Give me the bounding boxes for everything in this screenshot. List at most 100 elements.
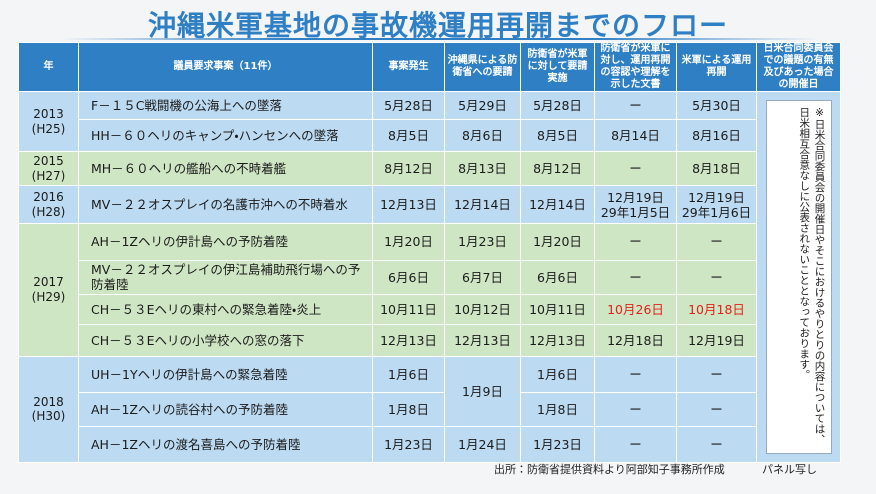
resumed: ー xyxy=(676,426,757,463)
okinawa-request: 1月9日 xyxy=(444,355,521,427)
era: (H29) xyxy=(31,289,66,304)
row: AH－1Zヘリの渡名喜島への予防着陸 1月23日 1月24日 1月23日 ー ー xyxy=(18,426,841,463)
note-cell: ※日米合同委員会の開催日やそこにおけるやりとりの内容については、日米相互合意なし… xyxy=(756,91,841,463)
okinawa-request: 8月13日 xyxy=(444,151,521,186)
era: (H30) xyxy=(31,409,66,424)
flow-table: 年 議員要求事案（11件） 事案発生 沖縄県による防衛省への要請 防衛省が米軍に… xyxy=(18,42,841,463)
header-row: 年 議員要求事案（11件） 事案発生 沖縄県による防衛省への要請 防衛省が米軍に… xyxy=(18,42,841,92)
mod-request: 6月6日 xyxy=(520,259,595,295)
row: 2018 (H30) UH－1Yヘリの伊計島への緊急着陸 1月6日 1月9日 1月… xyxy=(18,355,841,463)
document: ー xyxy=(594,223,677,261)
year-cell: 2015 (H27) xyxy=(18,151,79,186)
title: 沖縄米軍基地の事故機運用再開までのフロー xyxy=(147,9,728,42)
event: UH－1Yヘリの伊計島への緊急着陸 xyxy=(78,355,373,393)
resumed: 10月18日 xyxy=(676,293,757,325)
okinawa-request: 1月23日 xyxy=(444,223,521,261)
mod-request: 1月6日 xyxy=(520,355,595,393)
document: 12月19日 29年1月5日 xyxy=(594,185,677,224)
mod-request: 1月20日 xyxy=(520,223,595,261)
resumed: ー xyxy=(676,223,757,261)
era: (H27) xyxy=(31,168,66,183)
header-cell: 防衛省が米軍に対し、運用再開の容認や理解を示した文書 xyxy=(594,42,677,92)
title-rule xyxy=(60,38,820,40)
year-cell: 2013 (H25) xyxy=(18,91,79,152)
occurred: 1月8日 xyxy=(372,392,445,427)
okinawa-request: 1月24日 xyxy=(444,426,521,463)
row: MV－２２オスプレイの伊江島補助飛行場への予防着陸 6月6日 6月7日 6月6日… xyxy=(18,259,841,295)
header-cell: 日米合同委員会での議題の有無及びあった場合の開催日 xyxy=(756,42,841,92)
mod-request: 8月5日 xyxy=(520,119,595,152)
event: AH－1Zヘリの読谷村への予防着陸 xyxy=(78,392,373,427)
resumed: 12月19日 29年1月6日 xyxy=(676,185,757,224)
row: 2016 (H28) MV－２２オスプレイの名護市沖への不時着水 12月13日 1… xyxy=(18,185,841,224)
caption: パネル写し xyxy=(762,463,817,476)
mod-request: 1月23日 xyxy=(520,426,595,463)
event: MV－２２オスプレイの名護市沖への不時着水 xyxy=(78,185,373,224)
event: AH－1Zヘリの渡名喜島への予防着陸 xyxy=(78,426,373,463)
occurred: 1月6日 xyxy=(372,355,445,393)
okinawa-request: 6月7日 xyxy=(444,259,521,295)
occurred: 12月13日 xyxy=(372,185,445,224)
mod-request: 5月28日 xyxy=(520,91,595,120)
event: MV－２２オスプレイの伊江島補助飛行場への予防着陸 xyxy=(78,259,373,295)
document: 12月18日 xyxy=(594,323,677,357)
header-cell: 事案発生 xyxy=(372,42,445,92)
document: ー xyxy=(594,426,677,463)
event: AH－1Zヘリの伊計島への予防着陸 xyxy=(78,223,373,261)
mod-request: 1月8日 xyxy=(520,392,595,427)
row: 2013 (H25) F－１５C戦闘機の公海上への墜落 5月28日 5月29日 5… xyxy=(18,91,841,463)
row: 2017 (H29) AH－1Zヘリの伊計島への予防着陸 1月20日 1月23日 … xyxy=(18,223,841,357)
header-cell: 沖縄県による防衛省への要請 xyxy=(444,42,521,92)
year: 2016 xyxy=(33,190,64,205)
occurred: 8月12日 xyxy=(372,151,445,186)
okinawa-request: 8月6日 xyxy=(444,119,521,152)
header-cell: 米軍による運用再開 xyxy=(676,42,757,92)
document: 8月14日 xyxy=(594,119,677,152)
occurred: 12月13日 xyxy=(372,323,445,357)
occurred: 5月28日 xyxy=(372,91,445,120)
resumed: 5月30日 xyxy=(676,91,757,120)
resumed: ー xyxy=(676,259,757,295)
okinawa-request: 10月12日 xyxy=(444,293,521,325)
event: F－１５C戦闘機の公海上への墜落 xyxy=(78,91,373,120)
mod-request: 12月14日 xyxy=(520,185,595,224)
era: (H28) xyxy=(31,204,66,219)
header-cell: 議員要求事案（11件） xyxy=(78,42,373,92)
year: 2018 xyxy=(33,394,64,409)
year: 2015 xyxy=(33,154,64,169)
occurred: 1月23日 xyxy=(372,426,445,463)
occurred: 8月5日 xyxy=(372,119,445,152)
occurred: 6月6日 xyxy=(372,259,445,295)
okinawa-request: 5月29日 xyxy=(444,91,521,120)
row: 2015 (H27) MH－６０ヘリの艦船への不時着艦 8月12日 8月13日 8… xyxy=(18,151,841,186)
document: ー xyxy=(594,392,677,427)
resumed: 8月18日 xyxy=(676,151,757,186)
document: 10月26日 xyxy=(594,293,677,325)
era: (H25) xyxy=(31,121,66,136)
document: ー xyxy=(594,259,677,295)
mod-request: 10月11日 xyxy=(520,293,595,325)
document: ー xyxy=(594,91,677,120)
header-cell: 年 xyxy=(18,42,79,92)
occurred: 10月11日 xyxy=(372,293,445,325)
resumed: 8月16日 xyxy=(676,119,757,152)
document: ー xyxy=(594,151,677,186)
resumed: 12月19日 xyxy=(676,323,757,357)
resumed: ー xyxy=(676,355,757,393)
source-note: 出所：防衛省提供資料より阿部知子事務所作成 xyxy=(494,463,725,476)
header-cell: 防衛省が米軍に対して要請実施 xyxy=(520,42,595,92)
okinawa-request: 12月14日 xyxy=(444,185,521,224)
row: AH－1Zヘリの読谷村への予防着陸 1月8日 1月8日 ー ー xyxy=(18,392,841,427)
resumed: ー xyxy=(676,392,757,427)
year-cell: 2018 (H30) xyxy=(18,355,79,463)
note: ※日米合同委員会の開催日やそこにおけるやりとりの内容については、日米相互合意なし… xyxy=(765,100,832,454)
row: CH－５３Eヘリの東村への緊急着陸・炎上 10月11日 10月12日 10月11… xyxy=(18,293,841,325)
occurred: 1月20日 xyxy=(372,223,445,261)
mod-request: 12月13日 xyxy=(520,323,595,357)
event: HH－６０ヘリのキャンプ・ハンセンへの墜落 xyxy=(78,119,373,152)
year: 2013 xyxy=(33,107,64,122)
okinawa-request: 12月13日 xyxy=(444,323,521,357)
year-cell: 2017 (H29) xyxy=(18,223,79,357)
event: MH－６０ヘリの艦船への不時着艦 xyxy=(78,151,373,186)
